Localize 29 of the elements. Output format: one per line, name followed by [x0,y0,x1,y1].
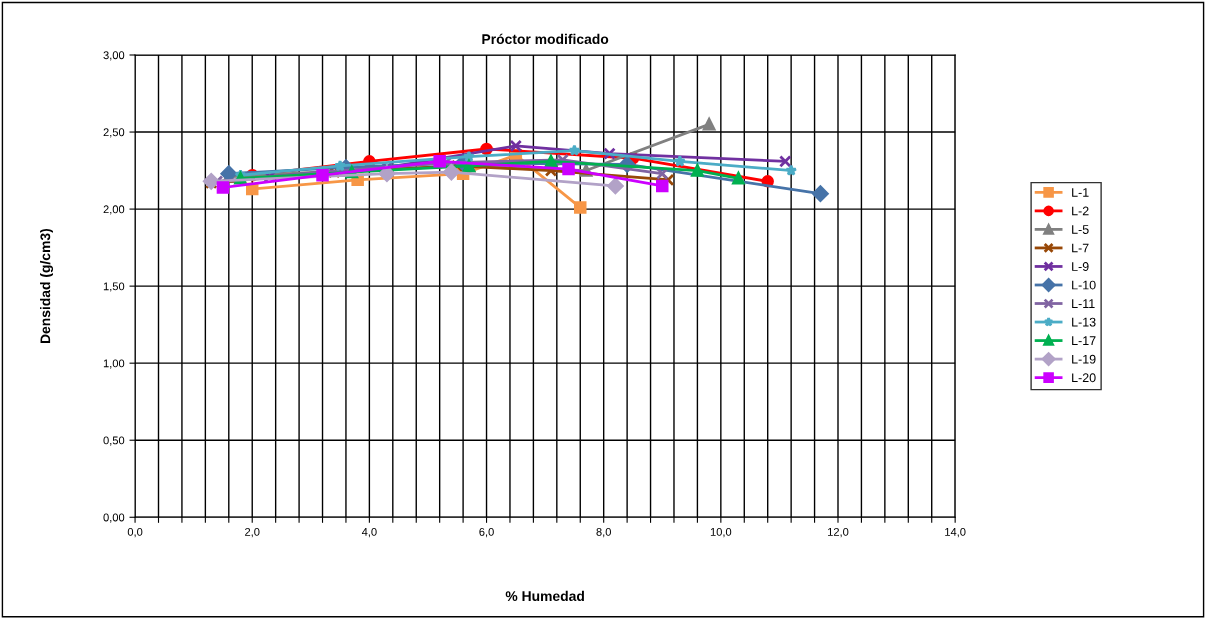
legend-label: L-11 [1072,299,1095,308]
x-tick-label: 2,0 [245,527,260,538]
y-axis-title: Densidad (g/cm3) [40,228,54,344]
legend-label: L-1 [1072,188,1089,197]
legend-label: L-19 [1072,354,1096,364]
x-tick-label: 8,0 [596,527,611,538]
legend-label: L-20 [1072,373,1096,383]
x-tick-label: 10,0 [710,527,732,538]
legend-label: L-13 [1072,317,1096,327]
y-tick-label: 2,50 [103,128,125,138]
y-tick-label: 0,00 [103,513,125,523]
y-tick-label: 0,50 [103,436,125,446]
legend-label: L-5 [1072,225,1089,234]
x-axis-title: % Humedad [505,590,584,602]
y-tick-label: 1,00 [103,359,125,369]
x-tick-label: 12,0 [828,527,849,538]
x-tick-label: 14,0 [945,527,966,538]
chart-title: Próctor modificado [482,33,609,45]
legend-label: L-10 [1072,280,1096,290]
legend-label: L-7 [1072,243,1089,253]
x-tick-label: 0,0 [127,527,143,538]
y-tick-label: 1,50 [103,282,125,292]
x-tick-label: 6,0 [479,527,494,538]
x-tick-label: 4,0 [361,527,377,538]
y-tick-label: 2,00 [103,205,125,215]
legend-label: L-17 [1072,336,1096,345]
legend-label: L-2 [1072,206,1089,216]
legend-label: L-9 [1072,262,1089,271]
y-tick-label: 3,00 [103,51,125,61]
